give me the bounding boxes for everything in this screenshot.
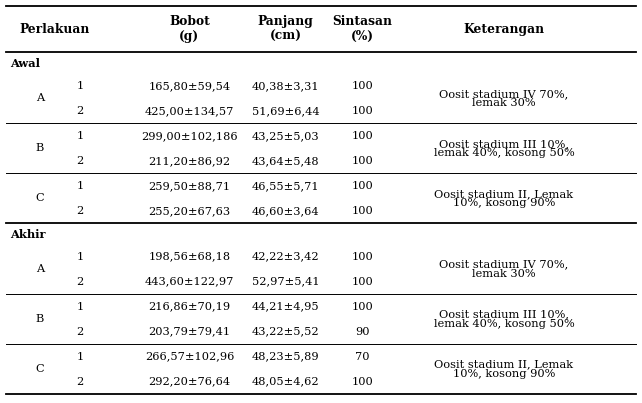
Text: 43,64±5,48: 43,64±5,48 bbox=[252, 156, 320, 166]
Text: 299,00±102,186: 299,00±102,186 bbox=[141, 131, 238, 141]
Text: 211,20±86,92: 211,20±86,92 bbox=[148, 156, 230, 166]
Text: 100: 100 bbox=[352, 302, 374, 312]
Text: 43,22±5,52: 43,22±5,52 bbox=[252, 327, 320, 337]
Text: 52,97±5,41: 52,97±5,41 bbox=[252, 277, 320, 287]
Text: Akhir: Akhir bbox=[10, 229, 45, 240]
Text: 255,20±67,63: 255,20±67,63 bbox=[148, 206, 230, 216]
Text: 1: 1 bbox=[76, 131, 84, 141]
Text: 100: 100 bbox=[352, 252, 374, 262]
Text: 2: 2 bbox=[76, 156, 84, 166]
Text: Panjang
(cm): Panjang (cm) bbox=[257, 15, 314, 43]
Text: 1: 1 bbox=[76, 81, 84, 91]
Text: 1: 1 bbox=[76, 252, 84, 262]
Text: lemak 30%: lemak 30% bbox=[472, 269, 536, 279]
Text: 48,05±4,62: 48,05±4,62 bbox=[252, 377, 320, 386]
Text: 51,69±6,44: 51,69±6,44 bbox=[252, 106, 320, 116]
Text: 10%, kosong 90%: 10%, kosong 90% bbox=[453, 198, 555, 208]
Text: C: C bbox=[35, 193, 44, 203]
Text: 203,79±79,41: 203,79±79,41 bbox=[148, 327, 230, 337]
Text: 1: 1 bbox=[76, 181, 84, 191]
Text: 48,23±5,89: 48,23±5,89 bbox=[252, 352, 320, 361]
Text: Perlakuan: Perlakuan bbox=[19, 23, 90, 36]
Text: 2: 2 bbox=[76, 327, 84, 337]
Text: Sintasan
(%): Sintasan (%) bbox=[333, 15, 393, 43]
Text: 44,21±4,95: 44,21±4,95 bbox=[252, 302, 320, 312]
Text: 1: 1 bbox=[76, 352, 84, 361]
Text: 425,00±134,57: 425,00±134,57 bbox=[144, 106, 234, 116]
Text: Oosit stadium III 10%,: Oosit stadium III 10%, bbox=[439, 310, 569, 320]
Text: C: C bbox=[35, 364, 44, 374]
Text: 42,22±3,42: 42,22±3,42 bbox=[252, 252, 320, 262]
Text: 43,25±5,03: 43,25±5,03 bbox=[252, 131, 320, 141]
Text: Oosit stadium III 10%,: Oosit stadium III 10%, bbox=[439, 139, 569, 149]
Text: A: A bbox=[36, 93, 44, 103]
Text: 1: 1 bbox=[76, 302, 84, 312]
Text: 216,86±70,19: 216,86±70,19 bbox=[148, 302, 230, 312]
Text: 198,56±68,18: 198,56±68,18 bbox=[148, 252, 230, 262]
Text: Oosit stadium IV 70%,: Oosit stadium IV 70%, bbox=[439, 260, 569, 270]
Text: 100: 100 bbox=[352, 181, 374, 191]
Text: 70: 70 bbox=[356, 352, 370, 361]
Text: 46,55±5,71: 46,55±5,71 bbox=[252, 181, 320, 191]
Text: 443,60±122,97: 443,60±122,97 bbox=[144, 277, 234, 287]
Text: 100: 100 bbox=[352, 106, 374, 116]
Text: Awal: Awal bbox=[10, 58, 40, 69]
Text: Bobot
(g): Bobot (g) bbox=[169, 15, 210, 43]
Text: 292,20±76,64: 292,20±76,64 bbox=[148, 377, 230, 386]
Text: A: A bbox=[36, 264, 44, 274]
Text: lemak 30%: lemak 30% bbox=[472, 98, 536, 108]
Text: 10%, kosong 90%: 10%, kosong 90% bbox=[453, 369, 555, 379]
Text: lemak 40%, kosong 50%: lemak 40%, kosong 50% bbox=[433, 319, 575, 329]
Text: 100: 100 bbox=[352, 206, 374, 216]
Text: lemak 40%, kosong 50%: lemak 40%, kosong 50% bbox=[433, 148, 575, 158]
Text: Oosit stadium IV 70%,: Oosit stadium IV 70%, bbox=[439, 89, 569, 99]
Text: B: B bbox=[35, 314, 44, 324]
Text: 100: 100 bbox=[352, 156, 374, 166]
Text: 100: 100 bbox=[352, 377, 374, 386]
Text: 100: 100 bbox=[352, 277, 374, 287]
Text: 100: 100 bbox=[352, 81, 374, 91]
Text: 2: 2 bbox=[76, 206, 84, 216]
Text: 100: 100 bbox=[352, 131, 374, 141]
Text: 2: 2 bbox=[76, 377, 84, 386]
Text: 259,50±88,71: 259,50±88,71 bbox=[148, 181, 230, 191]
Text: 2: 2 bbox=[76, 277, 84, 287]
Text: 266,57±102,96: 266,57±102,96 bbox=[144, 352, 234, 361]
Text: Oosit stadium II, Lemak: Oosit stadium II, Lemak bbox=[435, 189, 573, 199]
Text: 40,38±3,31: 40,38±3,31 bbox=[252, 81, 320, 91]
Text: 46,60±3,64: 46,60±3,64 bbox=[252, 206, 320, 216]
Text: Keterangan: Keterangan bbox=[464, 23, 544, 36]
Text: 2: 2 bbox=[76, 106, 84, 116]
Text: 165,80±59,54: 165,80±59,54 bbox=[148, 81, 230, 91]
Text: 90: 90 bbox=[356, 327, 370, 337]
Text: B: B bbox=[35, 143, 44, 153]
Text: Oosit stadium II, Lemak: Oosit stadium II, Lemak bbox=[435, 359, 573, 370]
